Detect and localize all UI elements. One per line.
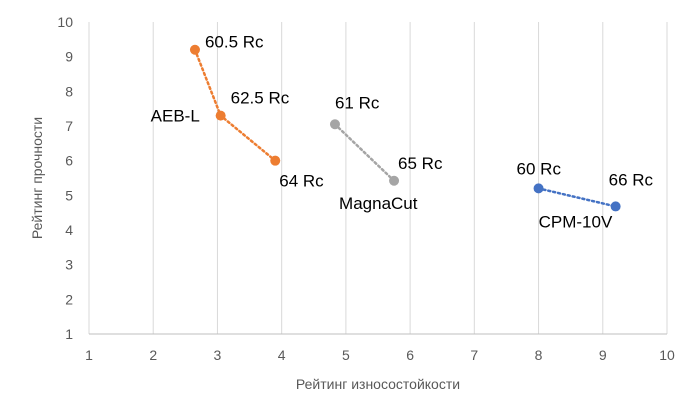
x-axis-title: Рейтинг износостойкости [296,376,460,392]
x-tick-label: 10 [659,347,675,363]
y-tick-label: 3 [65,257,73,273]
y-tick-label: 5 [65,187,73,203]
data-label: 65 Rc [398,154,443,173]
x-tick-label: 9 [599,347,607,363]
y-tick-labels: 1 2 3 4 5 6 7 8 9 10 [57,14,73,342]
x-tick-label: 3 [214,347,222,363]
data-point [329,119,340,130]
data-point [270,155,281,166]
data-point [533,183,544,194]
y-axis-title: Рейтинг прочности [29,117,45,239]
series-name-label: CPM-10V [539,212,613,231]
data-label: 64 Rc [279,172,324,191]
x-tick-label: 5 [342,347,350,363]
series-cpm-10v [533,183,621,212]
series-line [333,123,396,183]
y-tick-label: 8 [65,83,73,99]
x-tick-label: 8 [535,347,543,363]
data-point [389,175,400,186]
x-tick-label: 6 [406,347,414,363]
y-tick-label: 2 [65,291,73,307]
y-tick-label: 10 [57,14,73,30]
series-magnacut [329,119,400,186]
x-tick-label: 2 [149,347,157,363]
x-tick-label: 4 [278,347,286,363]
x-tick-label: 7 [470,347,478,363]
data-point [610,201,621,212]
x-tick-label: 1 [85,347,93,363]
grid-lines [88,22,668,334]
series [189,44,621,212]
y-tick-label: 7 [65,118,73,134]
data-point [215,110,226,121]
data-label: 66 Rc [609,170,654,189]
series-aeb-l [189,44,281,166]
series-name-label: MagnaCut [339,194,418,213]
data-label: 60.5 Rc [205,33,264,52]
point-labels: 60.5 Rc 62.5 Rc 64 Rc AEB-L 61 Rc 65 Rc MagnaC… [151,33,654,232]
x-tick-labels: 1 2 3 4 5 6 7 8 9 10 [85,347,675,363]
data-label: 60 Rc [517,159,562,178]
series-name-label: AEB-L [151,107,200,126]
y-tick-label: 4 [65,222,73,238]
y-tick-label: 6 [65,153,73,169]
y-tick-label: 9 [65,49,73,65]
data-point [189,44,200,55]
y-tick-label: 1 [65,326,73,342]
data-label: 61 Rc [335,93,380,112]
data-label: 62.5 Rc [231,89,290,108]
series-line [537,187,617,208]
